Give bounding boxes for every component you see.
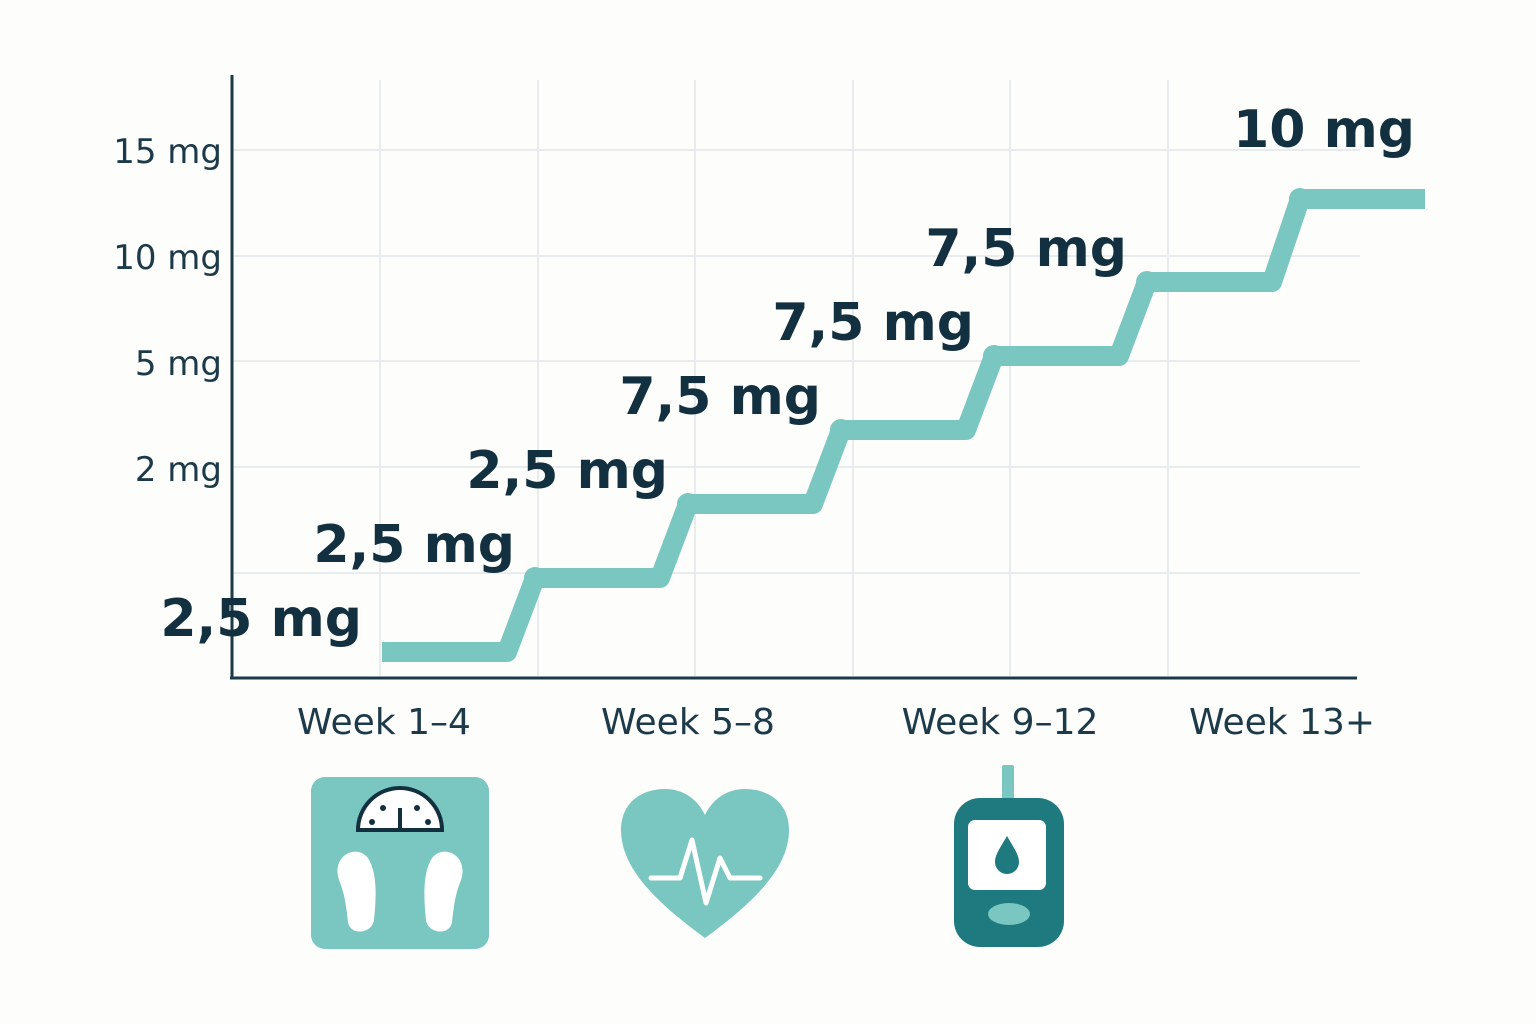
step-point bbox=[1136, 271, 1158, 293]
data-label: 7,5 mg bbox=[619, 367, 821, 427]
data-label: 7,5 mg bbox=[772, 293, 974, 353]
weight-scale-icon bbox=[311, 777, 489, 949]
step-point bbox=[1289, 188, 1311, 210]
step-point bbox=[524, 567, 546, 589]
series-layer bbox=[382, 188, 1425, 662]
grid bbox=[232, 80, 1360, 676]
label-layer: 2,5 mg 2,5 mg 2,5 mg 7,5 mg 7,5 mg 7,5 mg 10 m… bbox=[160, 100, 1415, 649]
x-tick-label: Week 13+ bbox=[1189, 702, 1375, 743]
data-label: 2,5 mg bbox=[466, 441, 668, 501]
data-label: 2,5 mg bbox=[160, 589, 362, 649]
step-point bbox=[830, 419, 852, 441]
glucose-meter-icon bbox=[954, 765, 1064, 947]
step-point bbox=[983, 345, 1005, 367]
data-label: 2,5 mg bbox=[313, 515, 515, 575]
heart-pulse-icon bbox=[621, 789, 789, 938]
x-tick-label: Week 1–4 bbox=[297, 702, 471, 743]
x-tick-label: Week 9–12 bbox=[902, 702, 1099, 743]
y-tick-label: 2 mg bbox=[135, 450, 222, 490]
y-tick-label: 10 mg bbox=[113, 238, 222, 278]
step-point bbox=[677, 493, 699, 515]
data-label: 7,5 mg bbox=[925, 219, 1127, 279]
data-label: 10 mg bbox=[1233, 100, 1415, 160]
y-tick-label: 5 mg bbox=[135, 344, 222, 384]
dose-step-line bbox=[382, 189, 1425, 662]
x-tick-label: Week 5–8 bbox=[601, 702, 775, 743]
y-tick-label: 15 mg bbox=[113, 132, 222, 172]
